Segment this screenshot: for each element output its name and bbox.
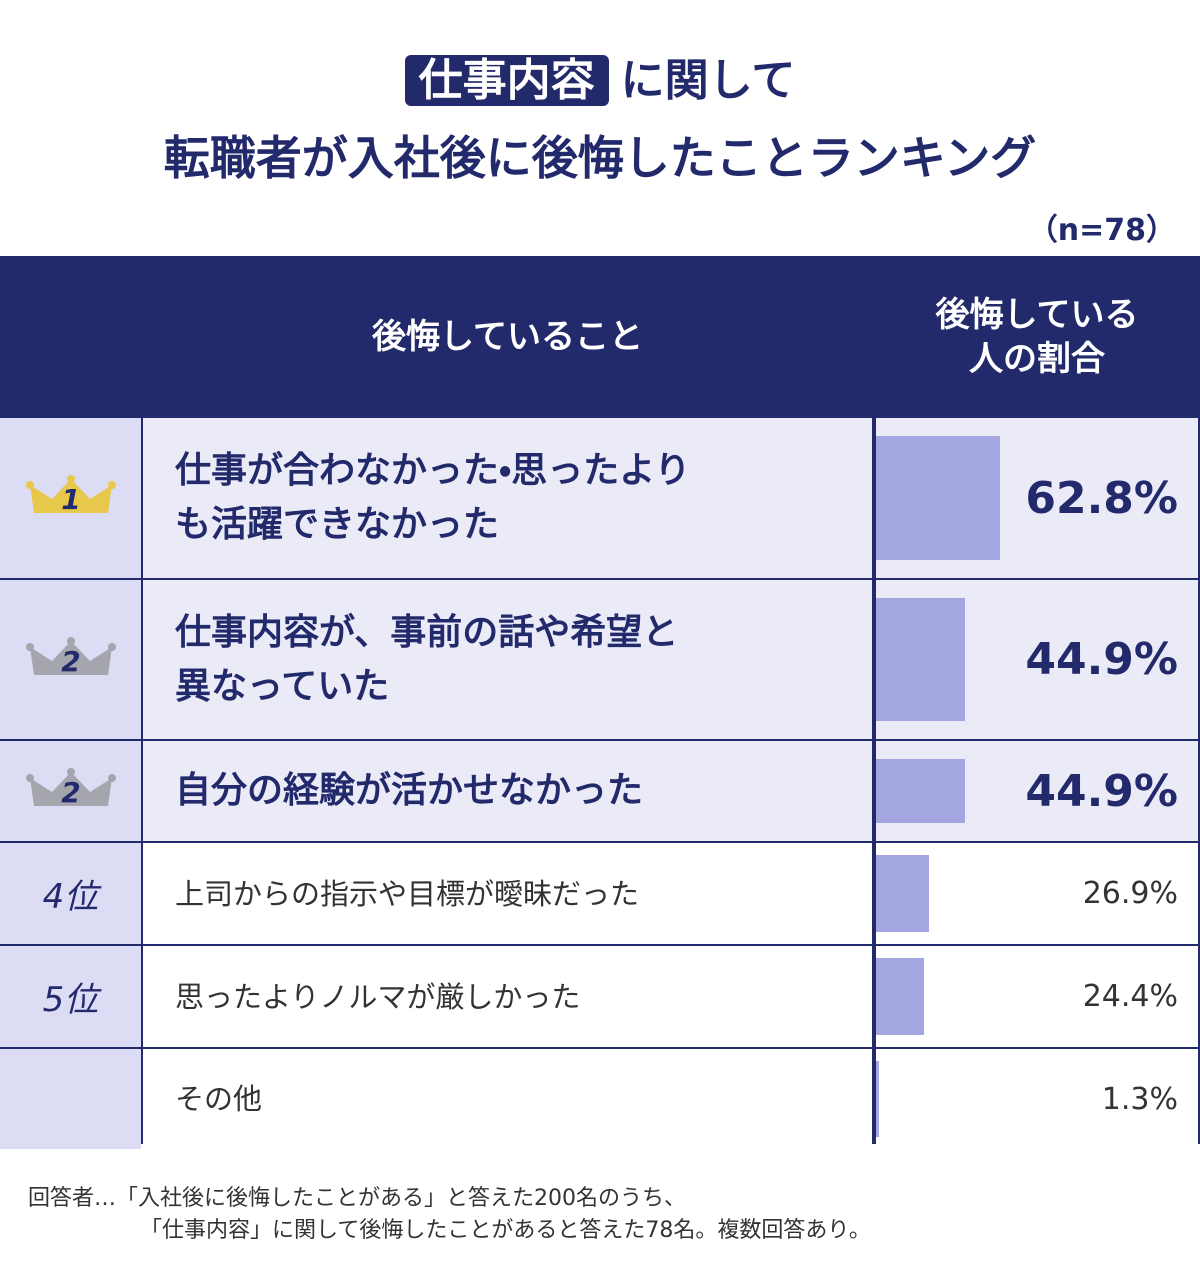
value-cell: 44.9% <box>876 741 1198 841</box>
rank-cell: 5位 <box>0 946 141 1047</box>
bar <box>876 759 965 823</box>
value-cell: 26.9% <box>876 843 1198 944</box>
header-cell: 後悔している 人の割合 <box>876 258 1198 416</box>
header-cell: 後悔していること <box>143 258 872 416</box>
rank-cell: 4位 <box>0 843 141 944</box>
rank: 5位 <box>42 980 99 1020</box>
value-label: 26.9% <box>1082 876 1178 911</box>
item-text: 仕事内容が、事前の話や希望と <box>175 611 679 653</box>
rank: 2 <box>61 776 80 809</box>
item-cell: 自分の経験が活かせなかった <box>143 741 872 841</box>
item-text: 自分の経験が活かせなかった <box>175 770 644 811</box>
crown-icon: 1 <box>25 475 116 516</box>
value-label: 44.9% <box>1025 765 1178 817</box>
table: 後悔していること 後悔している 人の割合 1 仕事が合わなかった・思ったより も活躍でき… <box>0 256 1200 1149</box>
rank: 1 <box>61 483 80 516</box>
item-text: 仕事が合わなかった・思ったより <box>175 450 691 491</box>
title-line1: 仕事内容 に関して <box>0 44 1200 108</box>
value-cell: 62.8% <box>876 418 1198 578</box>
item-text: その他 <box>175 1082 263 1116</box>
title-rest: に関して <box>620 55 796 106</box>
value-label: 24.4% <box>1082 979 1178 1014</box>
rank-cell: 2 <box>0 580 141 739</box>
rank: 4位 <box>42 877 99 917</box>
item-text: 思ったよりノルマが厳しかった <box>175 979 581 1014</box>
bar <box>876 436 1001 560</box>
rank-cell: 1 <box>0 418 141 578</box>
bar <box>876 958 925 1035</box>
rank-cell <box>0 1049 141 1149</box>
value-label: 1.3% <box>1101 1081 1178 1117</box>
item-cell: 仕事内容が、事前の話や希望と 異なっていた <box>143 580 872 739</box>
bar <box>876 855 930 932</box>
item-cell: 思ったよりノルマが厳しかった <box>143 946 872 1047</box>
sample-size: （n=78） <box>1027 213 1176 248</box>
footnote: 「仕事内容」に関して後悔したことがあると答えた78名。複数回答あり。 <box>140 1218 871 1243</box>
crown-icon: 2 <box>25 768 116 809</box>
item-cell: その他 <box>143 1049 872 1149</box>
rank-cell: 2 <box>0 741 141 841</box>
value-cell: 24.4% <box>876 946 1198 1047</box>
bar <box>876 1061 879 1137</box>
value-cell: 44.9% <box>876 580 1198 739</box>
bar <box>876 598 965 721</box>
title-highlight: 仕事内容 <box>404 55 609 106</box>
crown-icon: 2 <box>25 636 116 678</box>
item-cell: 上司からの指示や目標が曖昧だった <box>143 843 872 944</box>
value-cell: 1.3% <box>876 1049 1198 1149</box>
item-text: 上司からの指示や目標が曖昧だった <box>175 876 640 911</box>
item-text: 異なっていた <box>175 665 390 707</box>
value-label: 62.8% <box>1025 472 1178 524</box>
item-text: も活躍できなかった <box>175 504 500 545</box>
title-line2: 転職者が入社後に後悔したことランキング <box>163 131 1037 185</box>
item-cell: 仕事が合わなかった・思ったより も活躍できなかった <box>143 418 872 578</box>
rank: 2 <box>61 645 80 678</box>
footnote: 回答者…「入社後に後悔したことがある」と答えた200名のうち、 <box>28 1186 686 1211</box>
value-label: 44.9% <box>1025 634 1178 685</box>
